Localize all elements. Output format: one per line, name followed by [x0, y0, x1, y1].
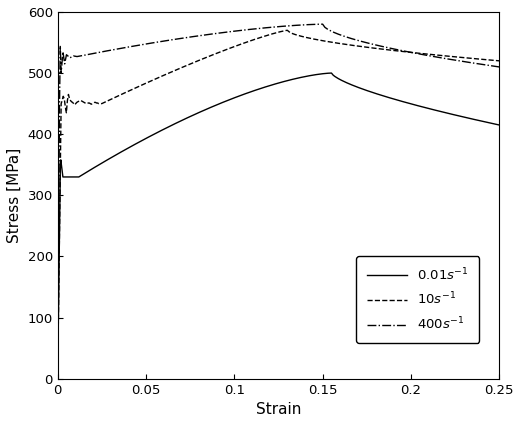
- $10s^{-1}$: [140, 82, 146, 87]
- $0.01s^{-1}$: [78, 173, 84, 179]
- $400s^{-1}$: [319, 22, 326, 27]
- Line: $10s^{-1}$: $10s^{-1}$: [58, 30, 499, 379]
- $0.01s^{-1}$: [328, 70, 334, 75]
- $10s^{-1}$: [284, 28, 290, 33]
- $10s^{-1}$: [55, 376, 61, 381]
- $0.01s^{-1}$: [55, 363, 61, 368]
- $400s^{-1}$: [384, 45, 391, 50]
- Legend: $0.01s^{-1}$, $10s^{-1}$, $400s^{-1}$: $0.01s^{-1}$, $10s^{-1}$, $400s^{-1}$: [356, 256, 479, 343]
- $10s^{-1}$: [55, 319, 61, 324]
- Line: $0.01s^{-1}$: $0.01s^{-1}$: [58, 73, 499, 379]
- $0.01s^{-1}$: [57, 160, 64, 165]
- Line: $400s^{-1}$: $400s^{-1}$: [58, 24, 499, 379]
- $0.01s^{-1}$: [160, 127, 167, 132]
- $10s^{-1}$: [134, 84, 141, 89]
- $10s^{-1}$: [198, 57, 204, 62]
- $0.01s^{-1}$: [269, 82, 275, 87]
- $10s^{-1}$: [435, 53, 441, 58]
- $0.01s^{-1}$: [67, 174, 73, 179]
- $400s^{-1}$: [382, 45, 388, 50]
- $400s^{-1}$: [230, 29, 236, 34]
- $10s^{-1}$: [192, 59, 199, 64]
- $400s^{-1}$: [66, 55, 72, 60]
- $400s^{-1}$: [55, 376, 61, 381]
- $10s^{-1}$: [496, 58, 502, 63]
- $0.01s^{-1}$: [496, 123, 502, 128]
- $400s^{-1}$: [496, 64, 502, 70]
- X-axis label: Strain: Strain: [256, 402, 301, 417]
- Y-axis label: Stress [MPa]: Stress [MPa]: [7, 148, 22, 243]
- $400s^{-1}$: [175, 36, 181, 42]
- $0.01s^{-1}$: [55, 376, 61, 381]
- $400s^{-1}$: [56, 224, 62, 229]
